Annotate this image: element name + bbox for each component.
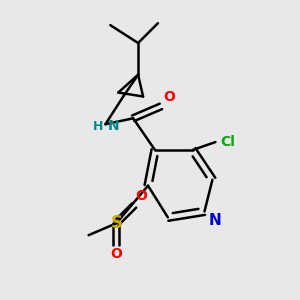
Text: O: O	[135, 190, 147, 203]
Text: O: O	[163, 90, 175, 104]
Text: H: H	[93, 120, 104, 133]
Text: S: S	[110, 214, 122, 232]
Text: N: N	[208, 213, 221, 228]
Text: O: O	[110, 247, 122, 261]
Text: Cl: Cl	[220, 135, 235, 149]
Text: N: N	[107, 119, 119, 133]
